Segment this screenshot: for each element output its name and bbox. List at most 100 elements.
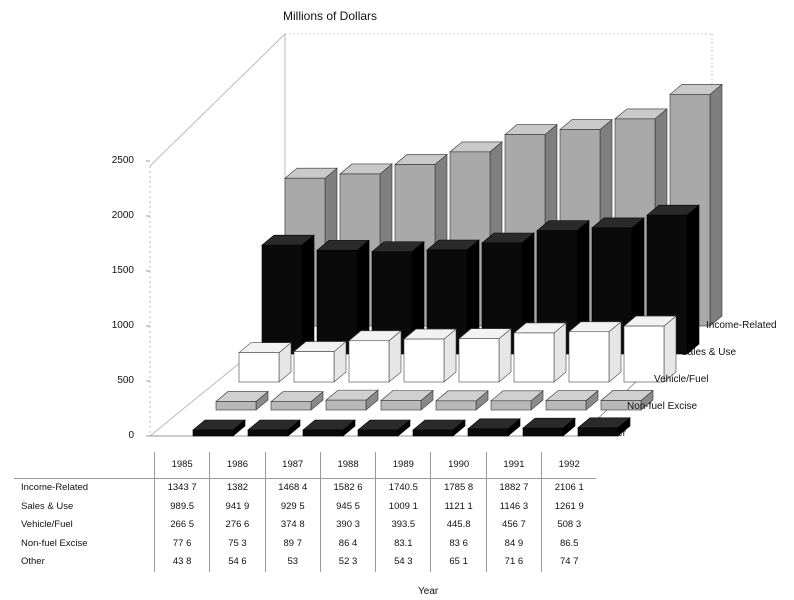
data-label: 84 9	[485, 534, 542, 553]
data-label: 74 7	[541, 553, 597, 572]
data-label: 83 6	[430, 534, 487, 553]
x-tick-label: 1985	[153, 452, 210, 479]
data-label: 1740.5	[375, 478, 431, 498]
bar-front	[568, 331, 610, 383]
bar	[513, 322, 567, 383]
bar-front	[522, 427, 564, 437]
data-label: 54 6	[209, 553, 266, 572]
series-label: Other	[601, 428, 627, 439]
bar	[270, 391, 324, 411]
bar-front	[302, 429, 344, 437]
table-row-label: Income-Related	[21, 482, 89, 493]
bar	[325, 389, 379, 411]
bar-side	[686, 204, 700, 355]
y-tick-label: 1500	[111, 265, 134, 276]
bar-front	[513, 332, 555, 383]
table-header-row: 1985 1986 1987 1988 1989 1990 1991 1992	[14, 452, 597, 479]
chart-bars	[192, 83, 723, 437]
data-label: 1882 7	[485, 478, 542, 498]
bar-front	[545, 400, 587, 411]
bar-front	[435, 400, 477, 411]
bar	[316, 239, 370, 355]
data-label: 1468 4	[264, 478, 321, 498]
bar	[192, 419, 246, 437]
data-label: 456 7	[485, 516, 542, 535]
data-label: 508 3	[541, 516, 597, 535]
bar	[458, 328, 512, 383]
bar	[247, 419, 301, 437]
bar-front	[325, 399, 367, 411]
x-tick-label: 1987	[264, 452, 321, 479]
series-label: Non-fuel Excise	[627, 401, 698, 412]
bar	[238, 342, 292, 383]
bar-side	[301, 234, 315, 355]
table-row: Income-Related 1343 7 1382 1468 4 1582 6 1740…	[14, 478, 597, 498]
data-label: 1009 1	[375, 497, 431, 516]
table-row-label: Other	[21, 556, 45, 567]
bar-front	[403, 338, 445, 383]
bar-front	[192, 429, 234, 437]
bar	[623, 315, 677, 383]
x-tick-label: 1990	[430, 452, 487, 479]
bar	[600, 389, 654, 411]
bar-front	[490, 400, 532, 411]
bar-front	[261, 244, 303, 355]
data-label: 65 1	[430, 553, 487, 572]
series-vehicle-fuel	[238, 315, 677, 383]
bar-front	[467, 428, 509, 437]
data-label: 86.5	[541, 534, 597, 553]
bar-front	[238, 352, 280, 383]
bar	[568, 321, 622, 383]
data-label: 989.5	[153, 497, 210, 516]
data-label: 945 5	[319, 497, 376, 516]
x-tick-label: 1989	[375, 452, 431, 479]
data-label: 86 4	[319, 534, 376, 553]
y-tick-label: 1000	[111, 320, 134, 331]
data-label: 54 3	[375, 553, 431, 572]
data-label: 445.8	[430, 516, 487, 535]
data-label: 89 7	[264, 534, 321, 553]
bar	[545, 390, 599, 411]
bar-front	[458, 338, 500, 383]
data-label: 75 3	[209, 534, 266, 553]
bar-front	[380, 400, 422, 411]
bar-front	[348, 340, 390, 383]
table-row-label: Sales & Use	[21, 500, 74, 512]
bar-side	[608, 321, 622, 383]
bar	[412, 419, 466, 437]
data-label: 52 3	[319, 553, 376, 572]
bar	[348, 330, 402, 383]
bar	[577, 417, 631, 437]
y-tick-label: 2500	[111, 155, 134, 166]
bar-front	[270, 401, 312, 411]
table-row: Vehicle/Fuel 266 5 276 6 374 8 390 3 393.5 445…	[14, 516, 597, 535]
y-tick-label: 2000	[111, 210, 134, 221]
series-non-fuel-excise	[215, 389, 654, 411]
x-axis-label: Year	[418, 586, 439, 597]
x-tick-label: 1992	[541, 452, 597, 479]
data-label: 83.1	[375, 534, 431, 553]
bar-front	[215, 401, 257, 411]
table-corner	[14, 452, 155, 479]
bar	[261, 234, 315, 355]
data-label: 390 3	[319, 516, 376, 535]
x-tick-label: 1991	[485, 452, 542, 479]
data-label: 1785 8	[430, 478, 487, 498]
series-label: Income-Related	[706, 320, 777, 331]
x-tick-label: 1986	[209, 452, 266, 479]
data-label: 71 6	[485, 553, 542, 572]
bar	[215, 390, 269, 411]
y-tick-label: 0	[128, 430, 134, 441]
bar	[357, 419, 411, 437]
data-label: 1121 1	[430, 497, 487, 516]
bar	[467, 418, 521, 437]
bar-front	[412, 429, 454, 437]
data-label: 276 6	[209, 516, 266, 535]
series-label: Vehicle/Fuel	[654, 374, 709, 385]
series-other	[192, 417, 631, 437]
bar	[380, 389, 434, 411]
data-label: 941 9	[209, 497, 266, 516]
bar	[435, 390, 489, 411]
bar-side	[709, 83, 723, 327]
